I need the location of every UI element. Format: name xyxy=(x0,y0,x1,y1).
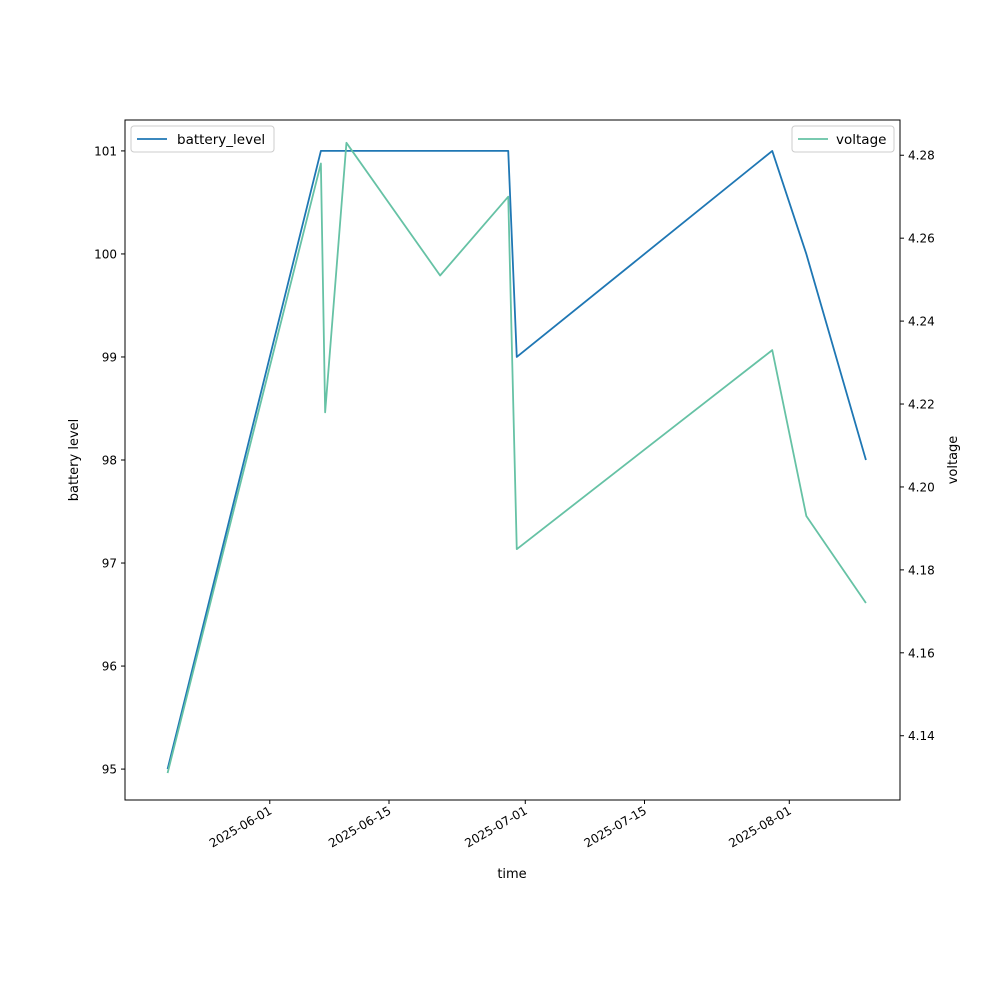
x-axis-title: time xyxy=(497,867,526,882)
y-axis-left: 95 96 97 98 99 100 101 xyxy=(94,144,125,777)
series-line-voltage xyxy=(166,141,867,774)
legend-left-label: battery_level xyxy=(177,132,265,148)
y-right-tick-label: 4.18 xyxy=(908,563,935,577)
legend-right-label: voltage xyxy=(836,132,886,148)
y-right-tick-label: 4.16 xyxy=(908,646,935,660)
series-layer xyxy=(166,141,867,774)
legend-right: voltage xyxy=(791,125,895,153)
y-left-tick-label: 101 xyxy=(94,144,117,158)
y-axis-right: 4.14 4.16 4.18 4.20 4.22 4.24 4.26 4.28 xyxy=(900,149,935,743)
y-left-tick-label: 99 xyxy=(102,350,117,364)
y-left-tick-label: 100 xyxy=(94,247,117,261)
y-right-tick-label: 4.24 xyxy=(908,315,935,329)
y-left-tick-label: 96 xyxy=(102,660,117,674)
y-left-tick-label: 98 xyxy=(102,454,117,468)
y-left-tick-label: 95 xyxy=(102,763,117,777)
y-left-tick-label: 97 xyxy=(102,557,117,571)
y-axis-right-title: voltage xyxy=(946,436,961,485)
y-right-tick-label: 4.28 xyxy=(908,149,935,163)
series-line-battery-level xyxy=(166,150,867,770)
y-right-tick-label: 4.14 xyxy=(908,729,935,743)
y-right-tick-label: 4.20 xyxy=(908,480,935,494)
legend-right-box xyxy=(791,125,895,153)
y-right-tick-label: 4.26 xyxy=(908,232,935,246)
legend-left-box xyxy=(130,125,275,153)
y-axis-left-title: battery level xyxy=(67,419,82,502)
y-right-tick-label: 4.22 xyxy=(908,398,935,412)
legend-left: battery_level xyxy=(130,125,275,153)
